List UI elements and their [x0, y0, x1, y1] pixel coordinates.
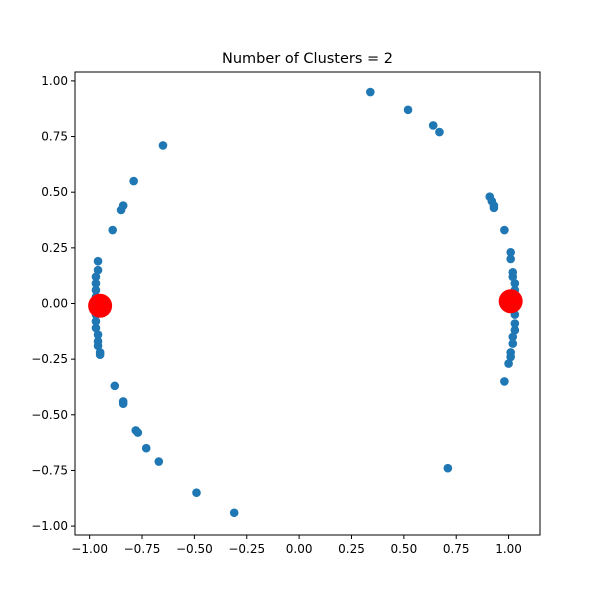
y-tick-label: 0.25 [41, 241, 68, 255]
data-point [141, 443, 151, 453]
y-tick-label: 0.50 [41, 185, 68, 199]
data-point [118, 201, 128, 210]
x-tick-label: 0.50 [390, 542, 417, 556]
x-tick-label: 1.00 [495, 542, 522, 556]
data-point [510, 325, 520, 335]
y-tick-label: 0.75 [41, 130, 68, 144]
y-tick-label: −0.75 [31, 463, 68, 477]
x-tick-label: −0.50 [176, 542, 213, 556]
data-point [504, 359, 513, 368]
data-point [93, 265, 103, 275]
centroid-marker [498, 289, 523, 314]
data-point [229, 508, 239, 518]
data-point [508, 272, 518, 282]
data-point [489, 203, 499, 213]
data-point [506, 352, 515, 362]
chart-title: Number of Clusters = 2 [222, 51, 393, 67]
data-point [91, 279, 101, 288]
data-point [508, 332, 518, 342]
data-point [192, 488, 201, 498]
data-point [93, 256, 103, 266]
x-tick-label: 0.00 [286, 542, 313, 556]
data-point [443, 463, 453, 473]
y-tick-label: 0.00 [41, 297, 68, 311]
data-point [506, 254, 515, 264]
data-point [118, 399, 128, 408]
x-tick-label: −0.25 [228, 542, 265, 556]
plot-area [75, 72, 540, 535]
data-point [500, 377, 509, 386]
data-point [500, 225, 509, 235]
y-tick-label: −0.50 [31, 408, 68, 422]
x-axis: −1.00 −0.75 −0.50 −0.25 0.00 0.25 0.50 0.75 1.00 [71, 535, 522, 556]
centroid-marker [88, 293, 113, 318]
data-point [110, 381, 120, 391]
data-point [428, 121, 438, 130]
x-tick-label: −0.75 [124, 542, 161, 556]
x-tick-label: −1.00 [71, 542, 108, 556]
y-axis: 1.00 0.75 0.50 0.25 0.00 −0.25 −0.50 −0.75 −1.00 [31, 74, 75, 533]
data-point [91, 272, 101, 282]
data-point [510, 319, 520, 328]
y-tick-label: −0.25 [31, 352, 68, 366]
data-point [91, 317, 101, 326]
data-point [95, 350, 105, 360]
y-tick-label: −1.00 [31, 519, 68, 533]
data-point [506, 248, 515, 257]
y-tick-label: 1.00 [41, 74, 68, 88]
data-point [129, 176, 138, 186]
data-point [133, 428, 143, 437]
data-point [366, 87, 375, 97]
centroids-layer [88, 289, 523, 318]
data-point [91, 285, 101, 295]
data-point [108, 225, 117, 235]
data-point [435, 127, 444, 137]
data-points-layer [91, 87, 520, 518]
data-point [158, 141, 168, 150]
data-point [93, 330, 103, 339]
data-point [403, 105, 413, 115]
data-point [510, 279, 520, 288]
x-tick-label: 0.25 [338, 542, 365, 556]
plot-frame [74, 71, 541, 536]
data-point [508, 339, 518, 348]
data-point [154, 457, 164, 466]
data-point [91, 323, 101, 333]
x-tick-label: 0.75 [443, 542, 470, 556]
data-point [93, 341, 103, 351]
